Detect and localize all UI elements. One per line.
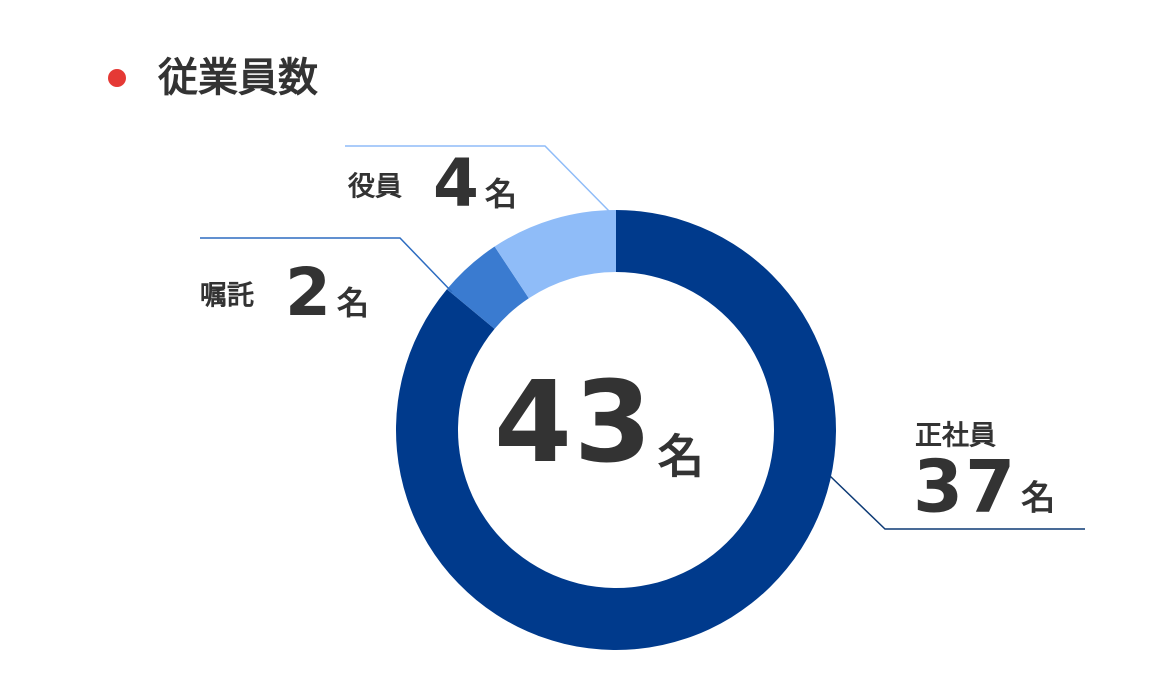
value-label: 4 (433, 145, 481, 222)
total-value: 43 (494, 358, 654, 488)
value-label: 37 (913, 445, 1017, 529)
unit-label: 名 (1021, 479, 1055, 519)
chart-title: 従業員数 (157, 55, 318, 101)
unit-label: 名 (658, 430, 704, 484)
category-label: 正社員 (915, 421, 996, 452)
category-label: 役員 (347, 172, 402, 203)
leader-line (200, 237, 453, 293)
value-label: 2 (285, 254, 333, 331)
category-label: 嘱託 (200, 281, 254, 312)
unit-label: 名 (485, 175, 517, 213)
unit-label: 名 (337, 284, 369, 322)
leader-line (345, 145, 611, 213)
title-bullet (108, 69, 126, 87)
donut-slice (446, 246, 529, 329)
leader-line (829, 475, 1085, 530)
donut-slice (494, 210, 616, 299)
